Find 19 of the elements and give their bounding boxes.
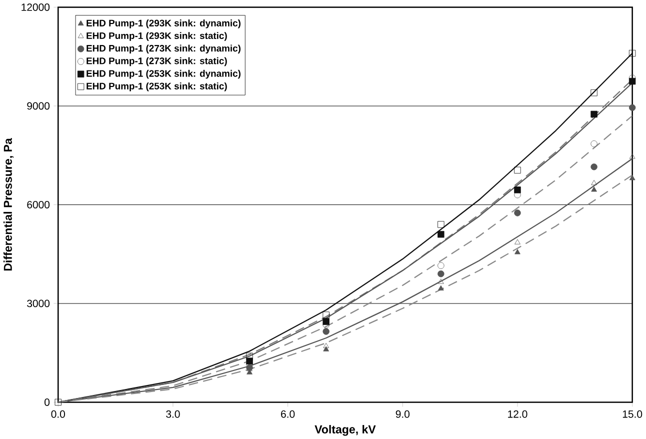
x-tick-label: 15.0 (622, 410, 642, 418)
legend-label: EHD Pump-1 (253K sink: static) (86, 82, 227, 92)
y-tick-label: 3000 (27, 300, 50, 308)
x-tick-label: 0.0 (51, 410, 66, 418)
x-tick-label: 12.0 (508, 410, 528, 418)
x-axis-title: Voltage, kV (314, 424, 376, 436)
y-tick-label: 0 (44, 398, 50, 406)
x-tick-label: 6.0 (281, 410, 295, 418)
y-tick-label: 6000 (27, 200, 50, 208)
y-tick-label: 12000 (22, 3, 50, 11)
y-axis-title: Differential Pressure, Pa (4, 138, 14, 270)
legend-label: EHD Pump-1 (293K sink: dynamic) (86, 19, 240, 28)
legend-label: EHD Pump-1 (293K sink: static) (86, 32, 227, 41)
x-tick-label: 9.0 (396, 410, 410, 418)
y-tick-label: 9000 (27, 102, 50, 110)
legend-label: EHD Pump-1 (253K sink: dynamic) (86, 70, 240, 79)
legend-label: EHD Pump-1 (273K sink: static) (86, 57, 227, 66)
x-tick-label: 3.0 (166, 410, 180, 418)
legend-label: EHD Pump-1 (273K sink: dynamic) (86, 44, 240, 54)
